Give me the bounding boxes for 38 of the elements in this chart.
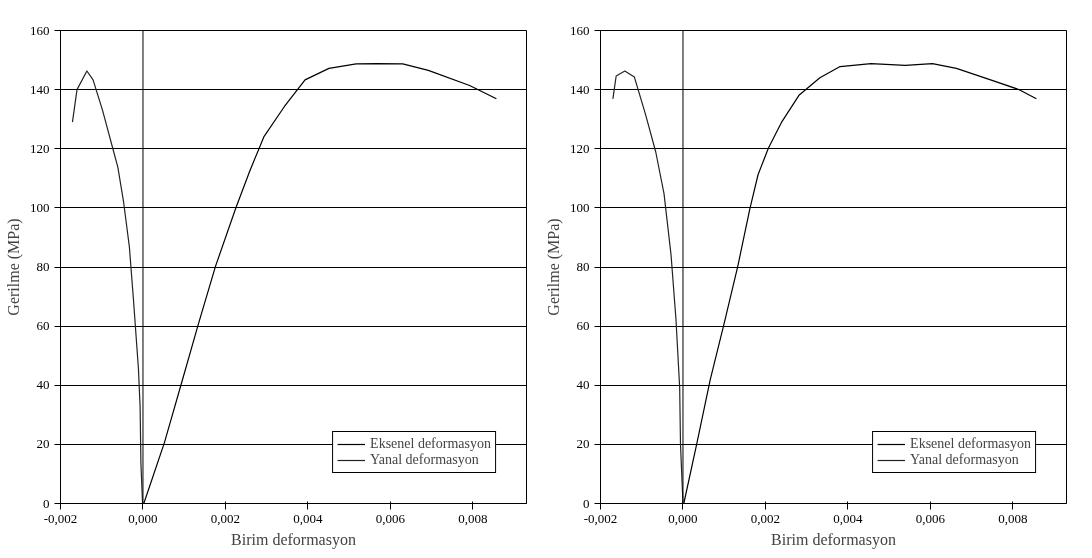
x-tick-label: 0,000 (668, 510, 698, 526)
y-axis-title: Gerilme (MPa) (545, 218, 563, 316)
y-tick-label: 160 (570, 22, 590, 38)
y-axis-title: Gerilme (MPa) (5, 218, 23, 316)
legend-label: Yanal deformasyon (910, 452, 1019, 468)
x-tick-label: 0,004 (833, 510, 864, 526)
y-tick-label: 0 (583, 495, 590, 511)
x-tick-label: 0,002 (750, 510, 781, 526)
x-tick-label: 0,008 (458, 510, 488, 526)
legend-label: Eksenel deformasyon (910, 436, 1031, 452)
x-axis-title: Birim deformasyon (231, 530, 356, 549)
y-tick-label: 140 (570, 81, 590, 97)
y-tick-label: 120 (570, 140, 590, 156)
x-tick-label: -0,002 (43, 510, 78, 526)
x-tick-label: 0,008 (998, 510, 1028, 526)
x-tick-label: 0,000 (128, 510, 158, 526)
y-tick-label: 80 (576, 259, 590, 274)
x-tick-label: 0,004 (293, 510, 324, 526)
legend-label: Eksenel deformasyon (370, 436, 491, 452)
x-axis-title: Birim deformasyon (771, 530, 896, 549)
x-tick-label: 0,006 (915, 510, 946, 526)
x-tick-label: 0,002 (210, 510, 241, 526)
y-tick-label: 160 (30, 22, 50, 38)
y-tick-label: 100 (570, 199, 590, 215)
y-tick-label: 20 (36, 436, 50, 452)
legend-label: Yanal deformasyon (370, 452, 479, 468)
y-tick-label: 40 (576, 377, 590, 393)
x-tick-label: 0,006 (375, 510, 406, 526)
y-tick-label: 80 (36, 259, 50, 274)
y-tick-label: 60 (576, 318, 590, 334)
y-tick-label: 60 (36, 318, 50, 334)
y-tick-label: 0 (43, 495, 50, 511)
y-tick-label: 120 (30, 140, 50, 156)
y-tick-label: 140 (30, 81, 50, 97)
y-tick-label: 20 (576, 436, 590, 452)
y-tick-label: 100 (30, 199, 50, 215)
y-tick-label: 40 (36, 377, 50, 393)
x-tick-label: -0,002 (583, 510, 618, 526)
